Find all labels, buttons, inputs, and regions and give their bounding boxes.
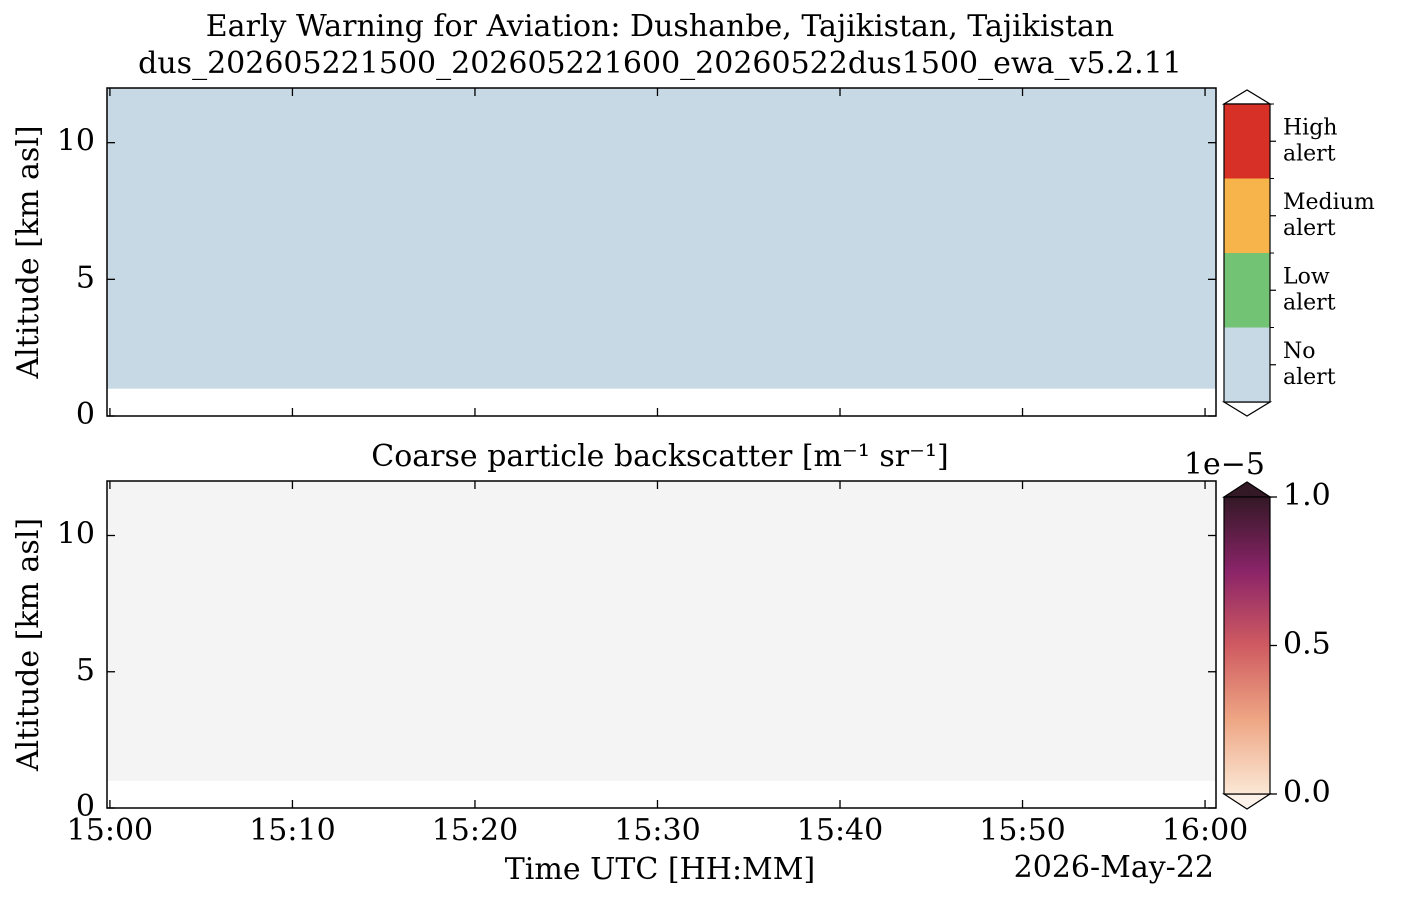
axes-frame [106,87,1217,417]
colorbar-tick-label: 1.0 [1283,478,1331,513]
panel-title: Coarse particle backscatter [m⁻¹ sr⁻¹] [371,439,948,474]
x-tick-label: 16:00 [1162,813,1248,848]
data-layer [107,88,1216,389]
colorbar-frame [1223,103,1271,403]
colorbar-label: alert [1283,216,1336,241]
colorbar-label: alert [1283,365,1336,390]
y-tick-label: 0 [76,789,95,824]
colorbar-offset: 1e−5 [1184,447,1265,482]
colorbar-tick-label: 0.5 [1283,627,1331,662]
colorbar-tick-label: 0.0 [1283,775,1331,810]
y-tick-label: 5 [76,653,95,688]
axes-frame [106,480,1217,809]
chart-title: Early Warning for Aviation: Dushanbe, Ta… [206,9,1114,44]
chart-subtitle: dus_202605221500_202605221600_20260522du… [138,46,1182,81]
colorbar-label: Low [1283,264,1330,289]
date-label: 2026-May-22 [1014,850,1214,885]
colorbar-extend [1221,401,1273,417]
colorbar-label: alert [1283,290,1336,315]
colorbar-extend [1221,793,1273,810]
colorbar-level [1224,104,1270,179]
colorbar-level [1224,327,1270,402]
x-tick-label: 15:20 [432,813,518,848]
colorbar-label: High [1283,115,1337,140]
y-tick-label: 10 [57,517,95,552]
data-layer [107,481,1216,781]
panel: 0 5 10 15:00 15:10 15:20 15:30 15:40 15:50 16:00 A… [11,478,1331,848]
colorbar-level [1224,178,1270,253]
y-tick-label: 10 [57,124,95,159]
colorbar-extend [1221,481,1273,498]
y-axis-label: Altitude [km asl] [11,518,46,772]
colorbar-label: alert [1283,141,1336,166]
y-tick-label: 0 [76,397,95,432]
x-tick-label: 15:30 [614,813,700,848]
colorbar [1223,496,1271,795]
y-axis-label: Altitude [km asl] [11,125,46,379]
x-tick-label: 15:10 [249,813,335,848]
colorbar-label: Medium [1283,190,1375,215]
x-tick-label: 15:40 [797,813,883,848]
x-tick-label: 15:50 [979,813,1065,848]
colorbar-extend [1221,89,1273,105]
colorbar-label: No [1283,339,1316,364]
x-tick-label: 15:00 [67,813,153,848]
y-tick-label: 5 [76,260,95,295]
x-axis-label: Time UTC [HH:MM] [505,852,815,887]
colorbar-level [1224,253,1270,328]
